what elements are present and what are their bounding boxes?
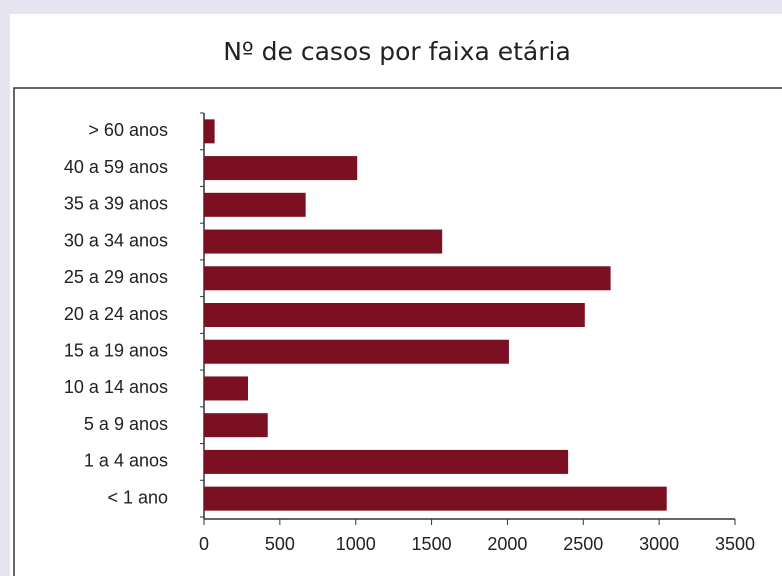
y-tick-label: 20 a 24 anos: [64, 304, 168, 324]
x-tick-label: 0: [199, 534, 209, 554]
plot-frame: [13, 87, 782, 576]
bar: [204, 413, 268, 438]
bar: [204, 486, 667, 511]
bar: [204, 192, 306, 217]
x-tick-label: 500: [265, 534, 295, 554]
bar: [204, 339, 509, 364]
y-tick-label: 30 a 34 anos: [64, 230, 168, 250]
x-tick-label: 3000: [639, 534, 679, 554]
bar: [204, 119, 215, 144]
y-tick-label: > 60 anos: [88, 120, 168, 140]
bar: [204, 229, 443, 254]
x-tick-label: 2500: [563, 534, 603, 554]
y-tick-label: 25 a 29 anos: [64, 267, 168, 287]
y-tick-label: 1 a 4 anos: [84, 451, 168, 471]
panel: [10, 14, 782, 576]
x-tick-label: 1000: [336, 534, 376, 554]
y-tick-label: 35 a 39 anos: [64, 194, 168, 214]
y-tick-label: 15 a 19 anos: [64, 340, 168, 360]
chart-title: Nº de casos por faixa etária: [223, 37, 571, 66]
bar: [204, 156, 358, 181]
bar: [204, 449, 569, 474]
bar: [204, 266, 611, 291]
y-tick-label: 10 a 14 anos: [64, 377, 168, 397]
y-tick-label: < 1 ano: [107, 487, 168, 507]
y-tick-label: 5 a 9 anos: [84, 414, 168, 434]
x-tick-label: 1500: [412, 534, 452, 554]
y-tick-label: 40 a 59 anos: [64, 157, 168, 177]
x-tick-label: 2000: [487, 534, 527, 554]
bar: [204, 303, 585, 327]
x-tick-label: 3500: [715, 534, 755, 554]
bar: [204, 376, 248, 401]
